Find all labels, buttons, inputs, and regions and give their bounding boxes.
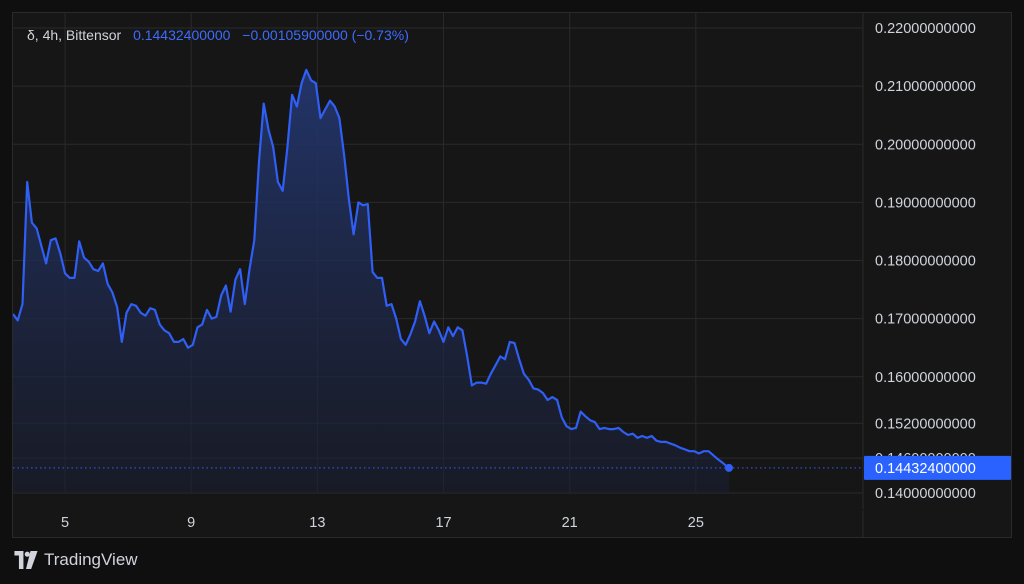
tradingview-logo-icon (14, 551, 38, 569)
time-tick-label: 17 (435, 515, 451, 531)
price-line-group (13, 68, 730, 469)
time-tick-label: 25 (688, 515, 704, 531)
price-area-fill (13, 69, 729, 494)
price-tick-label: 0.14000000000 (875, 486, 976, 502)
symbol-label[interactable]: δ, 4h, Bittensor (27, 27, 122, 43)
price-line (13, 68, 730, 469)
price-change-value: −0.00105900000 (−0.73%) (242, 27, 409, 43)
price-tick-label: 0.18000000000 (875, 254, 976, 270)
last-price-tag-label: 0.14432400000 (875, 461, 976, 477)
time-tick-label: 21 (562, 515, 578, 531)
last-price-marker: 0.14432400000 (13, 455, 1011, 480)
price-tick-label: 0.17000000000 (875, 312, 976, 328)
price-tick-label: 0.19000000000 (875, 195, 976, 211)
brand-name: TradingView (44, 550, 138, 569)
price-tick-label: 0.21000000000 (875, 79, 976, 95)
time-tick-label: 13 (309, 515, 325, 531)
last-price-dot (724, 463, 733, 472)
time-tick-label: 5 (61, 515, 69, 531)
price-tick-label: 0.15200000000 (875, 416, 976, 432)
price-chart[interactable]: 0.22000000000 0.21000000000 0.20000000000 0… (13, 13, 1011, 537)
price-tick-label: 0.20000000000 (875, 137, 976, 153)
price-tick-label: 0.16000000000 (875, 370, 976, 386)
last-price-value: 0.14432400000 (133, 27, 231, 43)
time-tick-label: 9 (187, 515, 195, 531)
chart-legend: δ, 4h, Bittensor 0.14432400000 −0.001059… (27, 27, 409, 43)
price-tick-label: 0.22000000000 (875, 21, 976, 37)
time-axis[interactable]: 5 9 13 17 21 25 (61, 515, 704, 531)
price-area (13, 69, 729, 494)
last-price-tag (864, 455, 1011, 480)
chart-frame[interactable]: 0.22000000000 0.21000000000 0.20000000000 0… (12, 12, 1012, 538)
tradingview-brand[interactable]: TradingView (14, 550, 138, 570)
price-axis[interactable]: 0.22000000000 0.21000000000 0.20000000000 0… (875, 21, 976, 502)
